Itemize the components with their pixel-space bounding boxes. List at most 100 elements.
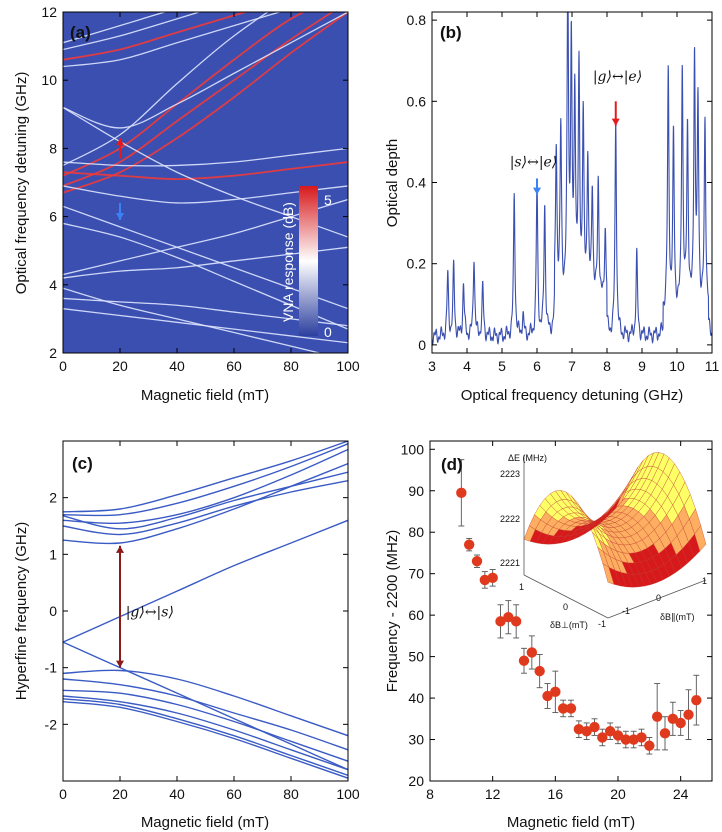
hyperfine-curve bbox=[63, 471, 348, 530]
x-tick-label: 40 bbox=[169, 358, 185, 374]
x-tick-label: 0 bbox=[59, 786, 67, 802]
hyperfine-curve bbox=[63, 689, 348, 762]
x-tick-label: 9 bbox=[638, 358, 646, 374]
x-tick-label: 20 bbox=[112, 358, 128, 374]
data-point bbox=[456, 487, 467, 499]
x-axis-label: Optical frequency detuning (GHz) bbox=[461, 387, 684, 404]
y-tick-label: 0 bbox=[49, 603, 57, 619]
panel-label: (a) bbox=[70, 23, 91, 42]
x-tick-label: 60 bbox=[226, 358, 242, 374]
heatmap-trace bbox=[63, 185, 348, 204]
data-point bbox=[487, 572, 498, 584]
inset-y-tick: 0 bbox=[656, 593, 661, 603]
arrow-head bbox=[533, 187, 541, 195]
x-tick-label: 20 bbox=[112, 786, 128, 802]
hyperfine-curve bbox=[63, 443, 348, 517]
y-tick-label: 12 bbox=[41, 4, 57, 20]
hyperfine-curve bbox=[63, 678, 348, 751]
x-axis-label: Magnetic field (mT) bbox=[507, 814, 635, 831]
scatter-points bbox=[456, 459, 702, 755]
data-point bbox=[589, 721, 600, 733]
y-axis-label: Optical frequency detuning (GHz) bbox=[13, 72, 30, 295]
data-point bbox=[463, 539, 475, 550]
panel-label: (b) bbox=[440, 23, 462, 42]
heatmap-trace bbox=[63, 12, 249, 61]
inset-z-label: ΔE (MHz) bbox=[508, 453, 547, 463]
transition-arrow bbox=[116, 545, 124, 668]
heatmap-trace bbox=[63, 12, 269, 167]
data-point bbox=[667, 713, 679, 725]
inset-y-tick: 1 bbox=[702, 576, 707, 586]
axes-frame bbox=[62, 11, 349, 354]
spectrum-line bbox=[432, 12, 712, 345]
inset-surface-plot: ΔE (MHz) 2223 2222 2221 1 0 -1 -1 0 1 δB… bbox=[500, 452, 707, 630]
heatmap-trace bbox=[63, 12, 348, 194]
data-point bbox=[526, 647, 538, 658]
y-tick-label: 0.2 bbox=[407, 256, 427, 272]
x-tick-label: 8 bbox=[603, 358, 611, 374]
heatmap-trace bbox=[63, 12, 168, 44]
arrow-head bbox=[116, 545, 124, 553]
x-tick-label: 6 bbox=[533, 358, 541, 374]
y-tick-label: 8 bbox=[49, 140, 57, 156]
data-point bbox=[510, 616, 522, 627]
y-tick-label: 6 bbox=[49, 209, 57, 225]
heatmap-trace bbox=[63, 161, 348, 180]
colorbar-tick-max: 5 bbox=[324, 192, 332, 208]
data-point bbox=[495, 616, 506, 627]
y-tick-label: 90 bbox=[408, 483, 424, 499]
x-tick-label: 24 bbox=[673, 786, 689, 802]
hyperfine-curve bbox=[63, 479, 348, 536]
heatmap-trace bbox=[63, 297, 348, 327]
hyperfine-curve bbox=[63, 669, 348, 737]
y-axis-label: Frequency - 2200 (MHz) bbox=[384, 530, 401, 693]
heatmap-traces bbox=[63, 12, 348, 353]
data-point bbox=[518, 655, 530, 666]
y-axis-label: Hyperfine frequency (GHz) bbox=[13, 522, 30, 700]
spectrum-arrows bbox=[533, 101, 620, 195]
arrow-head bbox=[611, 118, 620, 126]
surface-cell bbox=[615, 487, 628, 509]
heatmap-trace bbox=[63, 12, 306, 177]
arrow-head bbox=[116, 660, 124, 668]
x-tick-label: 20 bbox=[610, 786, 626, 802]
data-point bbox=[604, 726, 616, 737]
x-tick-label: 0 bbox=[59, 358, 67, 374]
transition-label-ge: |g⟩↔|e⟩ bbox=[593, 69, 642, 85]
data-point bbox=[675, 717, 686, 729]
x-tick-label: 8 bbox=[426, 786, 434, 802]
y-tick-label: 70 bbox=[408, 566, 424, 582]
x-tick-label: 80 bbox=[283, 786, 299, 802]
transition-label-gs: |g⟩↔|s⟩ bbox=[126, 605, 174, 621]
inset-z-tick: 2223 bbox=[500, 469, 520, 479]
y-tick-label: 10 bbox=[41, 72, 57, 88]
heatmap-trace bbox=[63, 147, 348, 167]
heatmap-trace bbox=[63, 12, 202, 51]
inset-x-label: δB⊥(mT) bbox=[550, 620, 588, 630]
hyperfine-curve bbox=[63, 463, 348, 545]
hyperfine-curve bbox=[63, 641, 348, 771]
x-tick-label: 12 bbox=[485, 786, 501, 802]
x-tick-label: 40 bbox=[169, 786, 185, 802]
y-tick-label: 40 bbox=[408, 690, 424, 706]
inset-x-axis bbox=[523, 574, 609, 619]
y-tick-label: -1 bbox=[45, 660, 58, 676]
heatmap-arrows bbox=[116, 138, 124, 221]
y-tick-label: 1 bbox=[49, 546, 57, 562]
heatmap-trace bbox=[63, 205, 348, 310]
surface-mesh bbox=[523, 452, 707, 588]
x-tick-label: 80 bbox=[283, 358, 299, 374]
arrow-head bbox=[116, 138, 124, 146]
data-point bbox=[479, 574, 491, 586]
heatmap-trace bbox=[63, 198, 348, 276]
axes-frame bbox=[429, 440, 713, 782]
data-point bbox=[471, 556, 483, 567]
hyperfine-curve bbox=[63, 695, 348, 771]
x-axis-label: Magnetic field (mT) bbox=[141, 814, 269, 831]
heatmap-trace bbox=[63, 308, 348, 344]
data-point bbox=[644, 740, 655, 751]
axis-ticks: 0 20 40 60 80 100 2 4 6 8 10 12 bbox=[41, 4, 359, 374]
y-tick-label: 60 bbox=[408, 607, 424, 623]
